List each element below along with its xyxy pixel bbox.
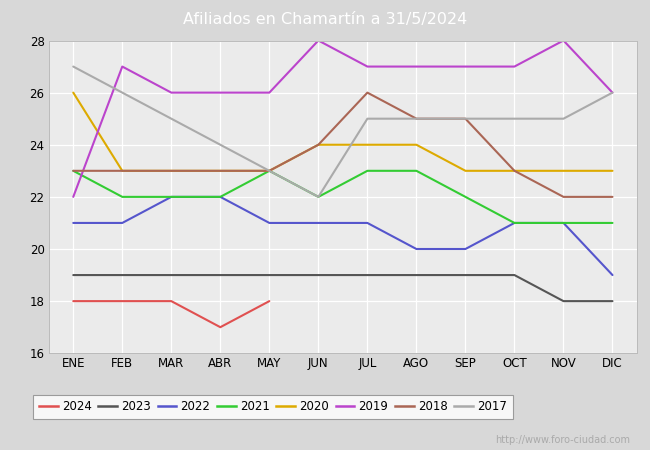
Text: http://www.foro-ciudad.com: http://www.foro-ciudad.com bbox=[495, 435, 630, 445]
Legend: 2024, 2023, 2022, 2021, 2020, 2019, 2018, 2017: 2024, 2023, 2022, 2021, 2020, 2019, 2018… bbox=[33, 395, 513, 419]
Text: Afiliados en Chamartín a 31/5/2024: Afiliados en Chamartín a 31/5/2024 bbox=[183, 12, 467, 27]
